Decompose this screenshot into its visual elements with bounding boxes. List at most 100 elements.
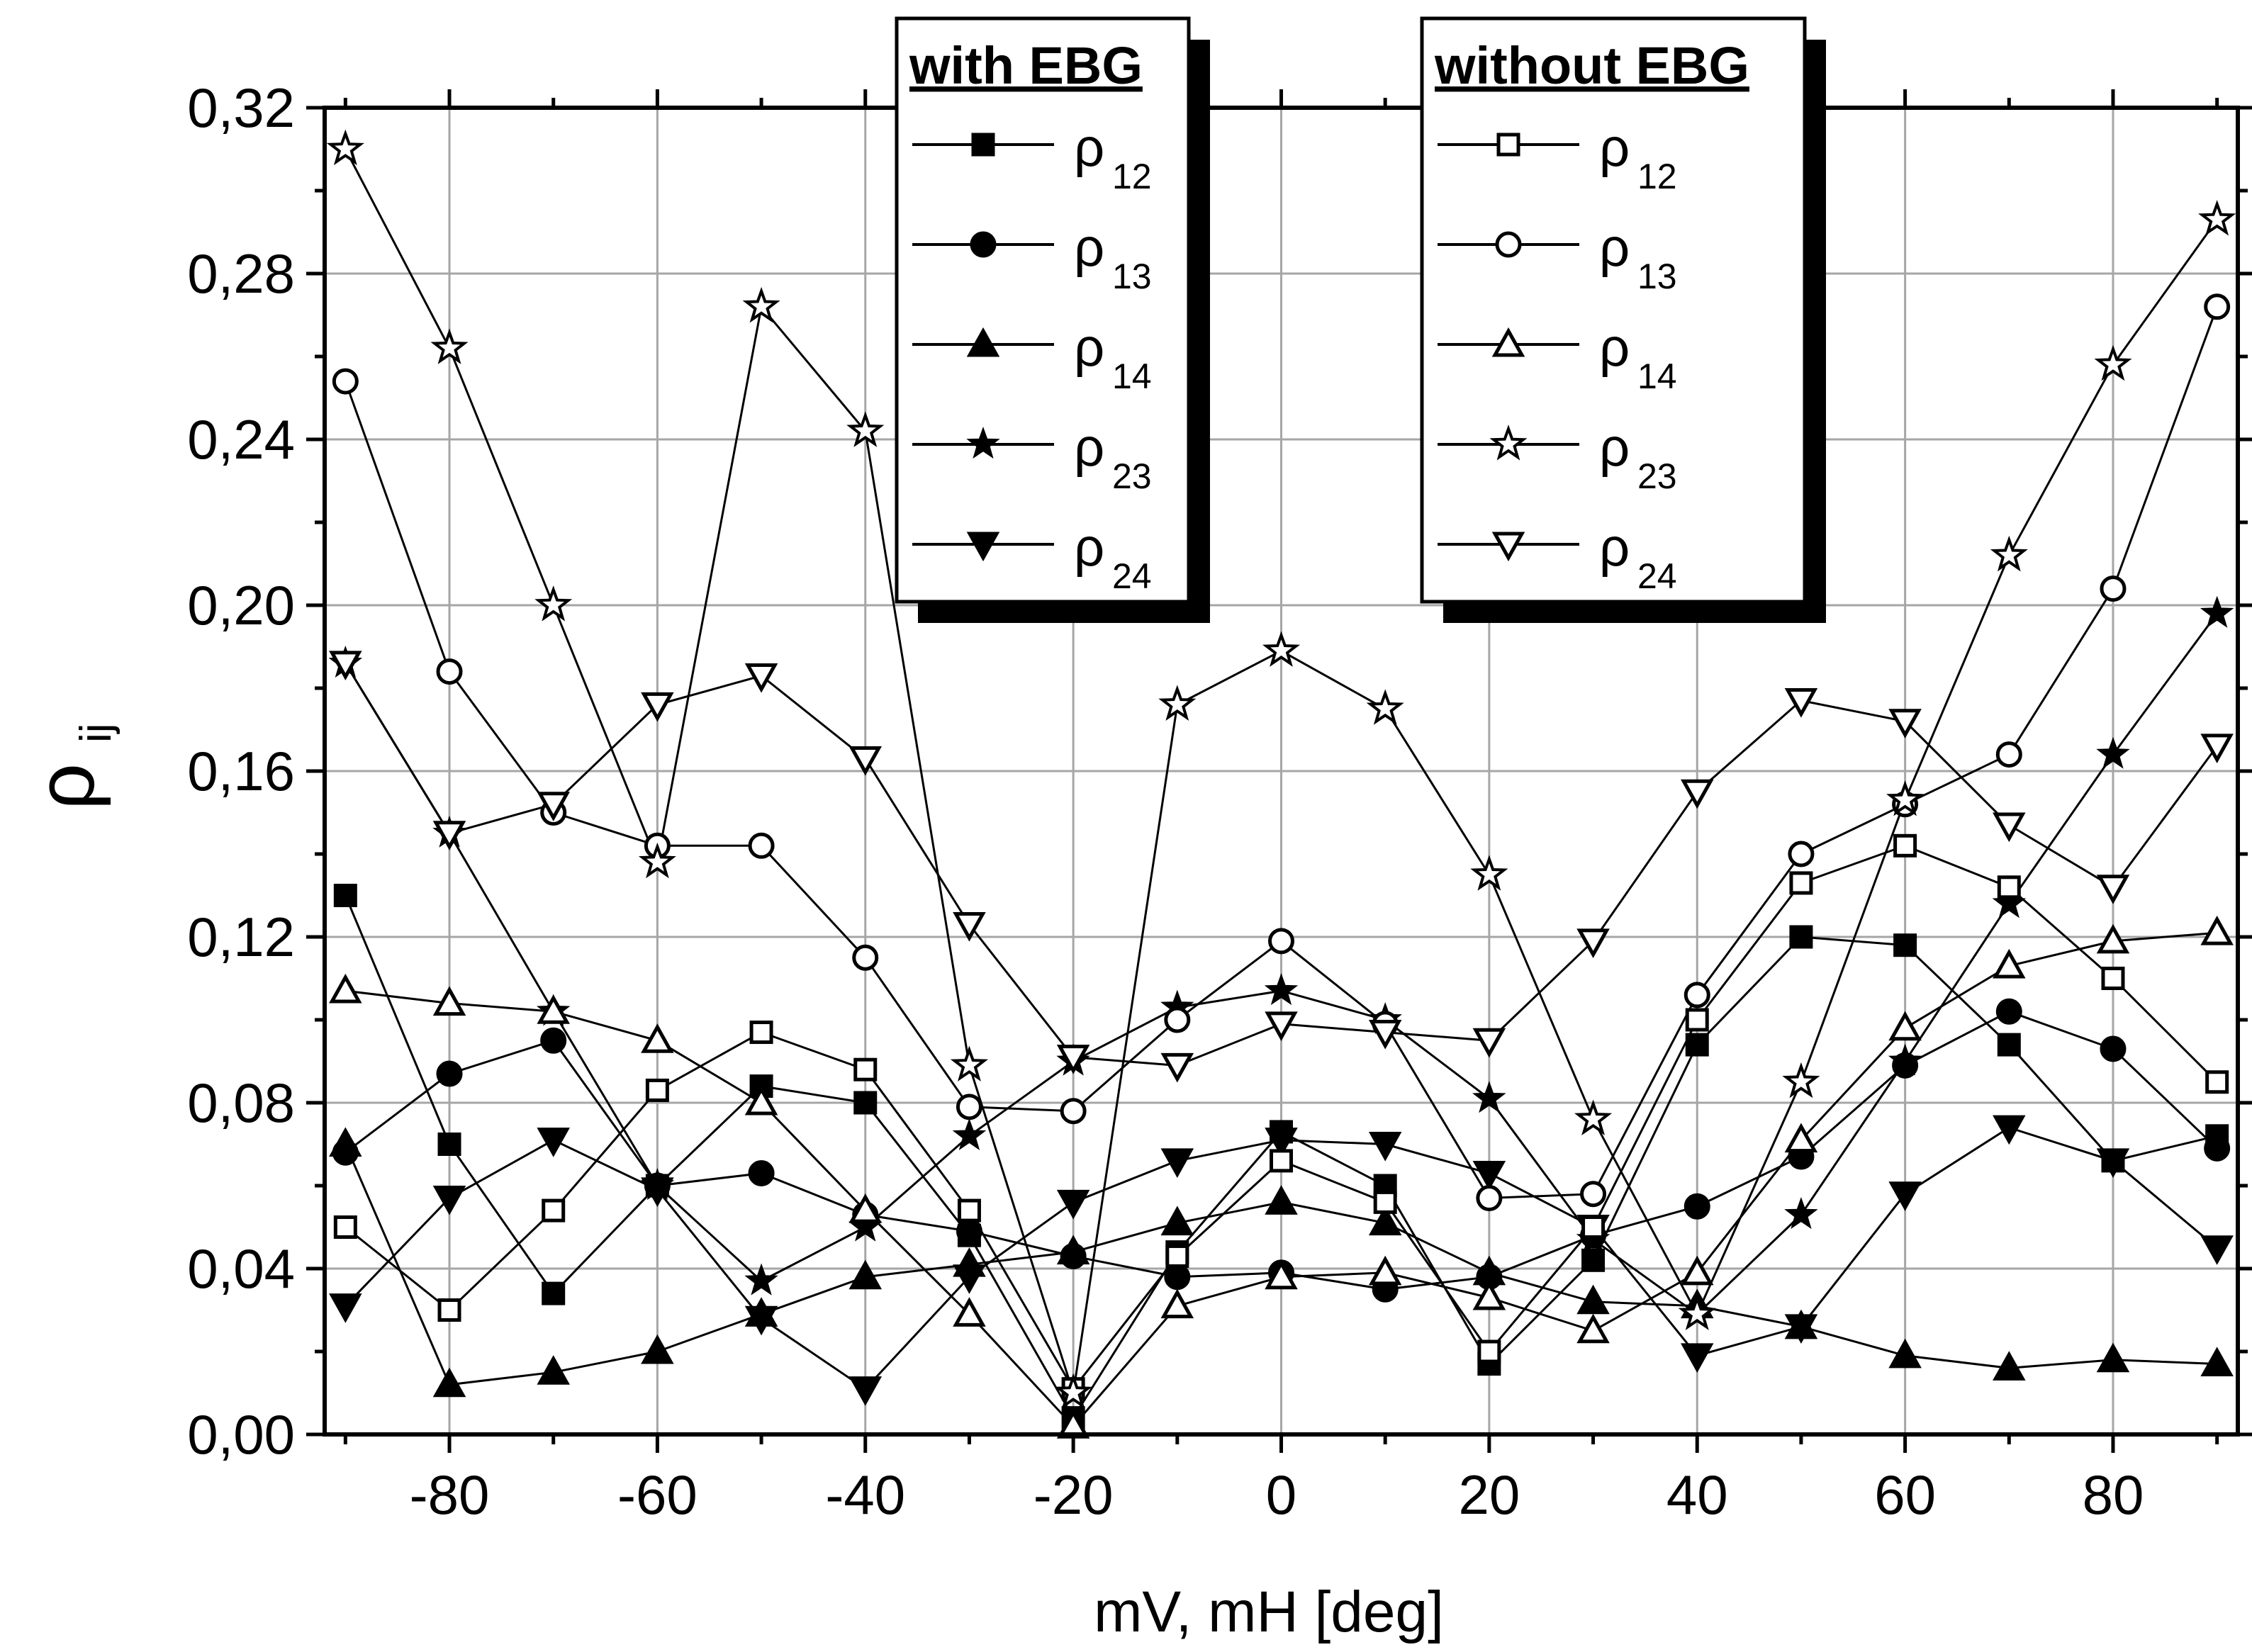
data-point-s_w14 (1056, 1235, 1090, 1265)
legend-label: ρ (1074, 118, 1104, 178)
data-point-s_o23 (1574, 1099, 1613, 1136)
data-point-s_w24 (1472, 1160, 1506, 1191)
data-point-s_o24 (641, 692, 674, 722)
data-point-s_o13 (1268, 928, 1294, 955)
legend-label: ρ (1599, 417, 1630, 478)
data-point-s_w23 (2096, 736, 2130, 769)
data-point-s_w24 (744, 1305, 778, 1336)
data-point-s_o23 (1470, 855, 1508, 891)
data-point-s_o23 (742, 286, 780, 323)
data-point-s_w24 (329, 1293, 362, 1323)
y-tick-label: 0,24 (187, 408, 295, 471)
data-point-s_o24 (1680, 779, 1714, 809)
data-point-s_w14 (329, 1127, 362, 1157)
x-tick-label: 0 (1266, 1463, 1296, 1526)
legend-marker-star (1489, 425, 1528, 461)
data-point-s_o12 (1789, 871, 1813, 895)
data-point-s_o14 (432, 986, 466, 1016)
data-point-s_w23 (1264, 973, 1299, 1006)
data-point-s_w12 (437, 1133, 461, 1156)
data-point-s_o14 (953, 1297, 986, 1327)
data-point-s_o12 (1997, 875, 2021, 899)
x-tick-label: 20 (1458, 1463, 1520, 1526)
data-point-s_w14 (1265, 1185, 1298, 1215)
data-point-s_w23 (952, 1118, 987, 1151)
data-point-s_o14 (1265, 1259, 1298, 1290)
data-point-s_w24 (1993, 1115, 2026, 1145)
data-point-s_o14 (2200, 916, 2234, 945)
data-point-s_o12 (1893, 833, 1917, 858)
legend-label: ρ (1599, 218, 1630, 278)
legend-marker-circle (1495, 231, 1522, 258)
data-point-s_o13 (2100, 575, 2127, 602)
data-point-s_w24 (1056, 1189, 1090, 1220)
data-point-s_o13 (436, 658, 463, 685)
data-point-s_w14 (848, 1259, 883, 1290)
data-point-s_o24 (1784, 688, 1818, 718)
legend-marker-triangle-down (966, 532, 1000, 562)
data-point-s_o13 (1164, 1006, 1191, 1033)
data-point-s_o24 (537, 792, 570, 821)
data-point-s_o13 (1788, 841, 1815, 867)
data-point-s_o14 (1368, 1255, 1402, 1286)
data-point-s_o12 (749, 1021, 773, 1045)
data-point-s_w14 (1160, 1206, 1194, 1236)
data-point-s_w24 (537, 1128, 570, 1157)
legend-box (895, 16, 1191, 604)
data-point-s_o23 (1262, 631, 1301, 667)
data-point-s_w14 (1368, 1206, 1402, 1236)
data-point-s_w13 (1164, 1264, 1191, 1291)
legend-entry-s_o23: ρ 23 (1438, 417, 1677, 496)
legend-title: without EBG (1434, 36, 1749, 95)
data-point-s_o12 (853, 1057, 878, 1081)
legend-entry-s_w13: ρ 13 (912, 218, 1152, 296)
data-point-s_w24 (2096, 1148, 2130, 1179)
data-point-s_o14 (744, 1085, 778, 1116)
data-point-s_o24 (432, 821, 466, 850)
data-point-s_o13 (1684, 982, 1710, 1008)
x-tick-label: -60 (617, 1463, 698, 1526)
data-point-s_o13 (956, 1094, 982, 1120)
axes: -80 -60 -40 -20 0 20 40 60 80 0,00 0,04 0,08 0,12 0,1… (187, 77, 2252, 1526)
y-tick-label: 0,00 (187, 1403, 295, 1466)
data-point-s_o24 (1993, 812, 2026, 843)
data-point-s_w23 (1888, 1043, 1922, 1076)
data-point-s_o24 (2200, 734, 2234, 764)
series-markers-s_o24 (329, 651, 2234, 1083)
legend-title: with EBG (909, 36, 1143, 95)
y-tick-label: 0,28 (187, 242, 295, 305)
y-axis-label-sub: ij (72, 723, 121, 743)
data-point-s_o24 (1056, 1045, 1090, 1074)
data-point-s_w23 (1784, 1197, 1818, 1230)
legend-entry-s_w24: ρ 24 (912, 517, 1152, 596)
data-point-s_w12 (1581, 1248, 1606, 1272)
data-point-s_w23 (744, 1263, 778, 1296)
data-point-s_o13 (332, 368, 359, 395)
data-point-s_o14 (1472, 1280, 1506, 1310)
legend-entry-s_o13: ρ 13 (1438, 218, 1677, 296)
data-point-s_o23 (430, 328, 469, 364)
legend-label: ρ (1599, 318, 1630, 378)
data-point-s_o13 (748, 832, 775, 859)
data-point-s_w24 (953, 1264, 986, 1294)
data-point-s_w13 (748, 1159, 775, 1186)
data-point-s_o14 (1160, 1288, 1194, 1319)
legend-label-sub: 12 (1637, 157, 1677, 196)
x-tick-label: -80 (410, 1463, 490, 1526)
legend-label-sub: 24 (1637, 556, 1677, 596)
data-point-s_o13 (1060, 1098, 1087, 1125)
data-point-s_o12 (437, 1298, 461, 1322)
data-point-s_o24 (953, 911, 986, 942)
data-point-s_w13 (540, 1027, 567, 1054)
legend-entry-s_o14: ρ 14 (1438, 318, 1677, 396)
data-point-s_o12 (957, 1198, 981, 1223)
legend-label: ρ (1074, 318, 1104, 378)
x-tick-label: 80 (2083, 1463, 2144, 1526)
data-point-s_o12 (1373, 1190, 1397, 1214)
data-point-s_o14 (1680, 1255, 1714, 1286)
x-tick-label: 60 (1874, 1463, 1936, 1526)
data-point-s_w24 (1680, 1343, 1714, 1373)
grid (325, 106, 2238, 1434)
data-point-s_w24 (848, 1376, 883, 1406)
